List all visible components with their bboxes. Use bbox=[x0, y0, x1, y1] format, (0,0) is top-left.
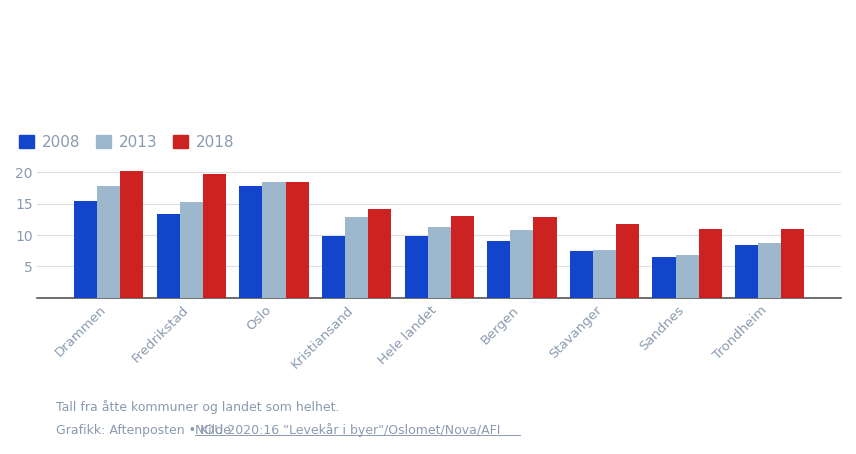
Bar bbox=[203, 173, 226, 298]
Bar bbox=[263, 183, 286, 298]
Bar bbox=[180, 202, 203, 298]
Bar bbox=[345, 217, 368, 298]
Legend: 2008, 2013, 2018: 2008, 2013, 2018 bbox=[13, 128, 241, 156]
Bar bbox=[240, 186, 263, 298]
Bar bbox=[758, 243, 782, 298]
Bar bbox=[698, 229, 722, 298]
Bar bbox=[652, 257, 675, 298]
Bar bbox=[368, 209, 391, 298]
Bar bbox=[157, 214, 180, 298]
Bar bbox=[570, 252, 593, 298]
Bar bbox=[286, 183, 309, 298]
Bar bbox=[616, 224, 639, 298]
Bar bbox=[74, 201, 97, 298]
Bar bbox=[97, 186, 121, 298]
Text: NOU 2020:16 "Levekår i byer"/Oslomet/Nova/AFI: NOU 2020:16 "Levekår i byer"/Oslomet/Nov… bbox=[195, 423, 501, 437]
Bar bbox=[533, 217, 556, 298]
Bar bbox=[322, 236, 345, 298]
Bar bbox=[675, 255, 698, 298]
Bar bbox=[405, 237, 428, 298]
Bar bbox=[510, 230, 533, 298]
Bar bbox=[782, 229, 805, 298]
Bar bbox=[428, 227, 451, 298]
Text: Grafikk: Aftenposten • Kilde:: Grafikk: Aftenposten • Kilde: bbox=[56, 424, 239, 437]
Bar bbox=[735, 245, 758, 298]
Bar bbox=[593, 250, 616, 298]
Text: Tall fra åtte kommuner og landet som helhet.: Tall fra åtte kommuner og landet som hel… bbox=[56, 400, 339, 414]
Bar bbox=[451, 216, 474, 298]
Bar bbox=[121, 171, 144, 298]
Bar bbox=[487, 242, 510, 298]
